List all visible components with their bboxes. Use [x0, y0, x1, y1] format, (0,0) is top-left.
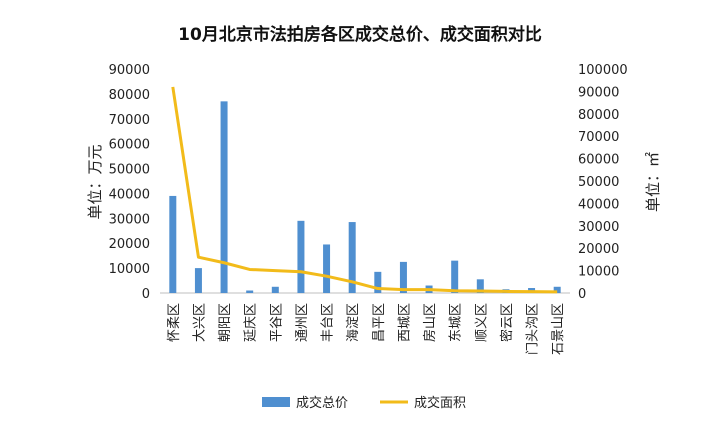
y-tick-right: 20000 [578, 242, 619, 257]
chart-title: 10月北京市法拍房各区成交总价、成交面积对比 [178, 24, 542, 45]
x-tick-label: 昌平区 [372, 303, 387, 342]
y-tick-right: 40000 [578, 197, 619, 212]
area-line [171, 86, 558, 294]
x-tick-label: 延庆区 [244, 303, 259, 342]
x-tick-label: 顺义区 [474, 303, 489, 342]
y-tick-right: 50000 [578, 175, 619, 190]
y-tick-left: 50000 [109, 163, 150, 178]
bar [194, 268, 202, 293]
bar [374, 271, 382, 293]
x-tick-label: 房山区 [422, 303, 438, 342]
x-tick-label: 通州区 [295, 303, 310, 342]
y-tick-right: 60000 [578, 153, 619, 168]
y-tick-right: 0 [578, 287, 586, 302]
x-tick-label: 石景山区 [551, 303, 566, 355]
x-tick-label: 平谷区 [269, 303, 284, 342]
y-tick-left: 0 [142, 287, 150, 302]
y-tick-left: 20000 [109, 237, 150, 252]
x-tick-label: 密云区 [499, 303, 515, 342]
y-tick-left: 90000 [109, 63, 150, 78]
axes: 90000 80000 70000 60000 50000 40000 30000 20000… [109, 63, 628, 355]
y-tick-right: 30000 [578, 220, 619, 235]
y-tick-right: 70000 [578, 130, 619, 145]
bar [246, 290, 254, 293]
y-tick-left: 60000 [109, 138, 150, 153]
bar [220, 101, 228, 293]
bar [451, 260, 459, 293]
y-tick-right: 100000 [578, 63, 628, 78]
y-tick-right: 80000 [578, 108, 619, 123]
y-tick-right: 90000 [578, 85, 619, 100]
bar [399, 261, 407, 293]
legend-label-bar: 成交总价 [296, 395, 348, 411]
bar [271, 286, 279, 293]
x-tick-label: 东城区 [449, 303, 464, 342]
x-tick-label: 海淀区 [346, 303, 361, 342]
bar [169, 195, 177, 293]
bar [553, 286, 561, 293]
x-tick-label: 朝阳区 [218, 303, 233, 342]
x-tick-label: 大兴区 [192, 303, 207, 342]
y-tick-right: 10000 [578, 265, 619, 280]
bar [476, 279, 484, 293]
bar [323, 244, 331, 293]
x-tick-label: 门头沟区 [526, 303, 541, 355]
legend-swatch-bar [262, 397, 290, 407]
bar [297, 220, 305, 293]
x-tick-label: 丰台区 [321, 303, 336, 342]
y-tick-left: 80000 [109, 88, 150, 103]
y-tick-left: 70000 [109, 113, 150, 128]
y-tick-left: 10000 [109, 262, 150, 277]
legend-label-line: 成交面积 [414, 395, 466, 411]
legend: 成交总价 成交面积 [262, 395, 466, 411]
bar [348, 222, 356, 293]
y-tick-left: 40000 [109, 187, 150, 202]
line-series [171, 86, 558, 294]
y-axis-label-left: 单位：万元 [86, 144, 104, 219]
y-tick-left: 30000 [109, 212, 150, 227]
x-tick-label: 西城区 [397, 303, 412, 342]
y-axis-label-right: 单位：㎡ [644, 152, 662, 212]
x-tick-label: 怀柔区 [167, 303, 182, 342]
